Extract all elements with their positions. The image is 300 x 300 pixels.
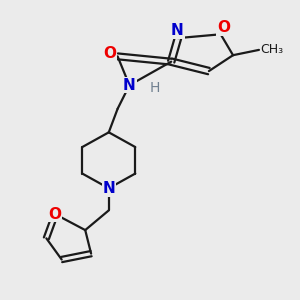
Text: N: N — [102, 181, 115, 196]
Text: O: O — [103, 46, 116, 61]
Text: CH₃: CH₃ — [260, 43, 283, 56]
Text: N: N — [123, 78, 136, 93]
Text: H: H — [150, 81, 160, 95]
Text: O: O — [217, 20, 230, 35]
Text: O: O — [49, 207, 62, 222]
Text: N: N — [171, 23, 184, 38]
